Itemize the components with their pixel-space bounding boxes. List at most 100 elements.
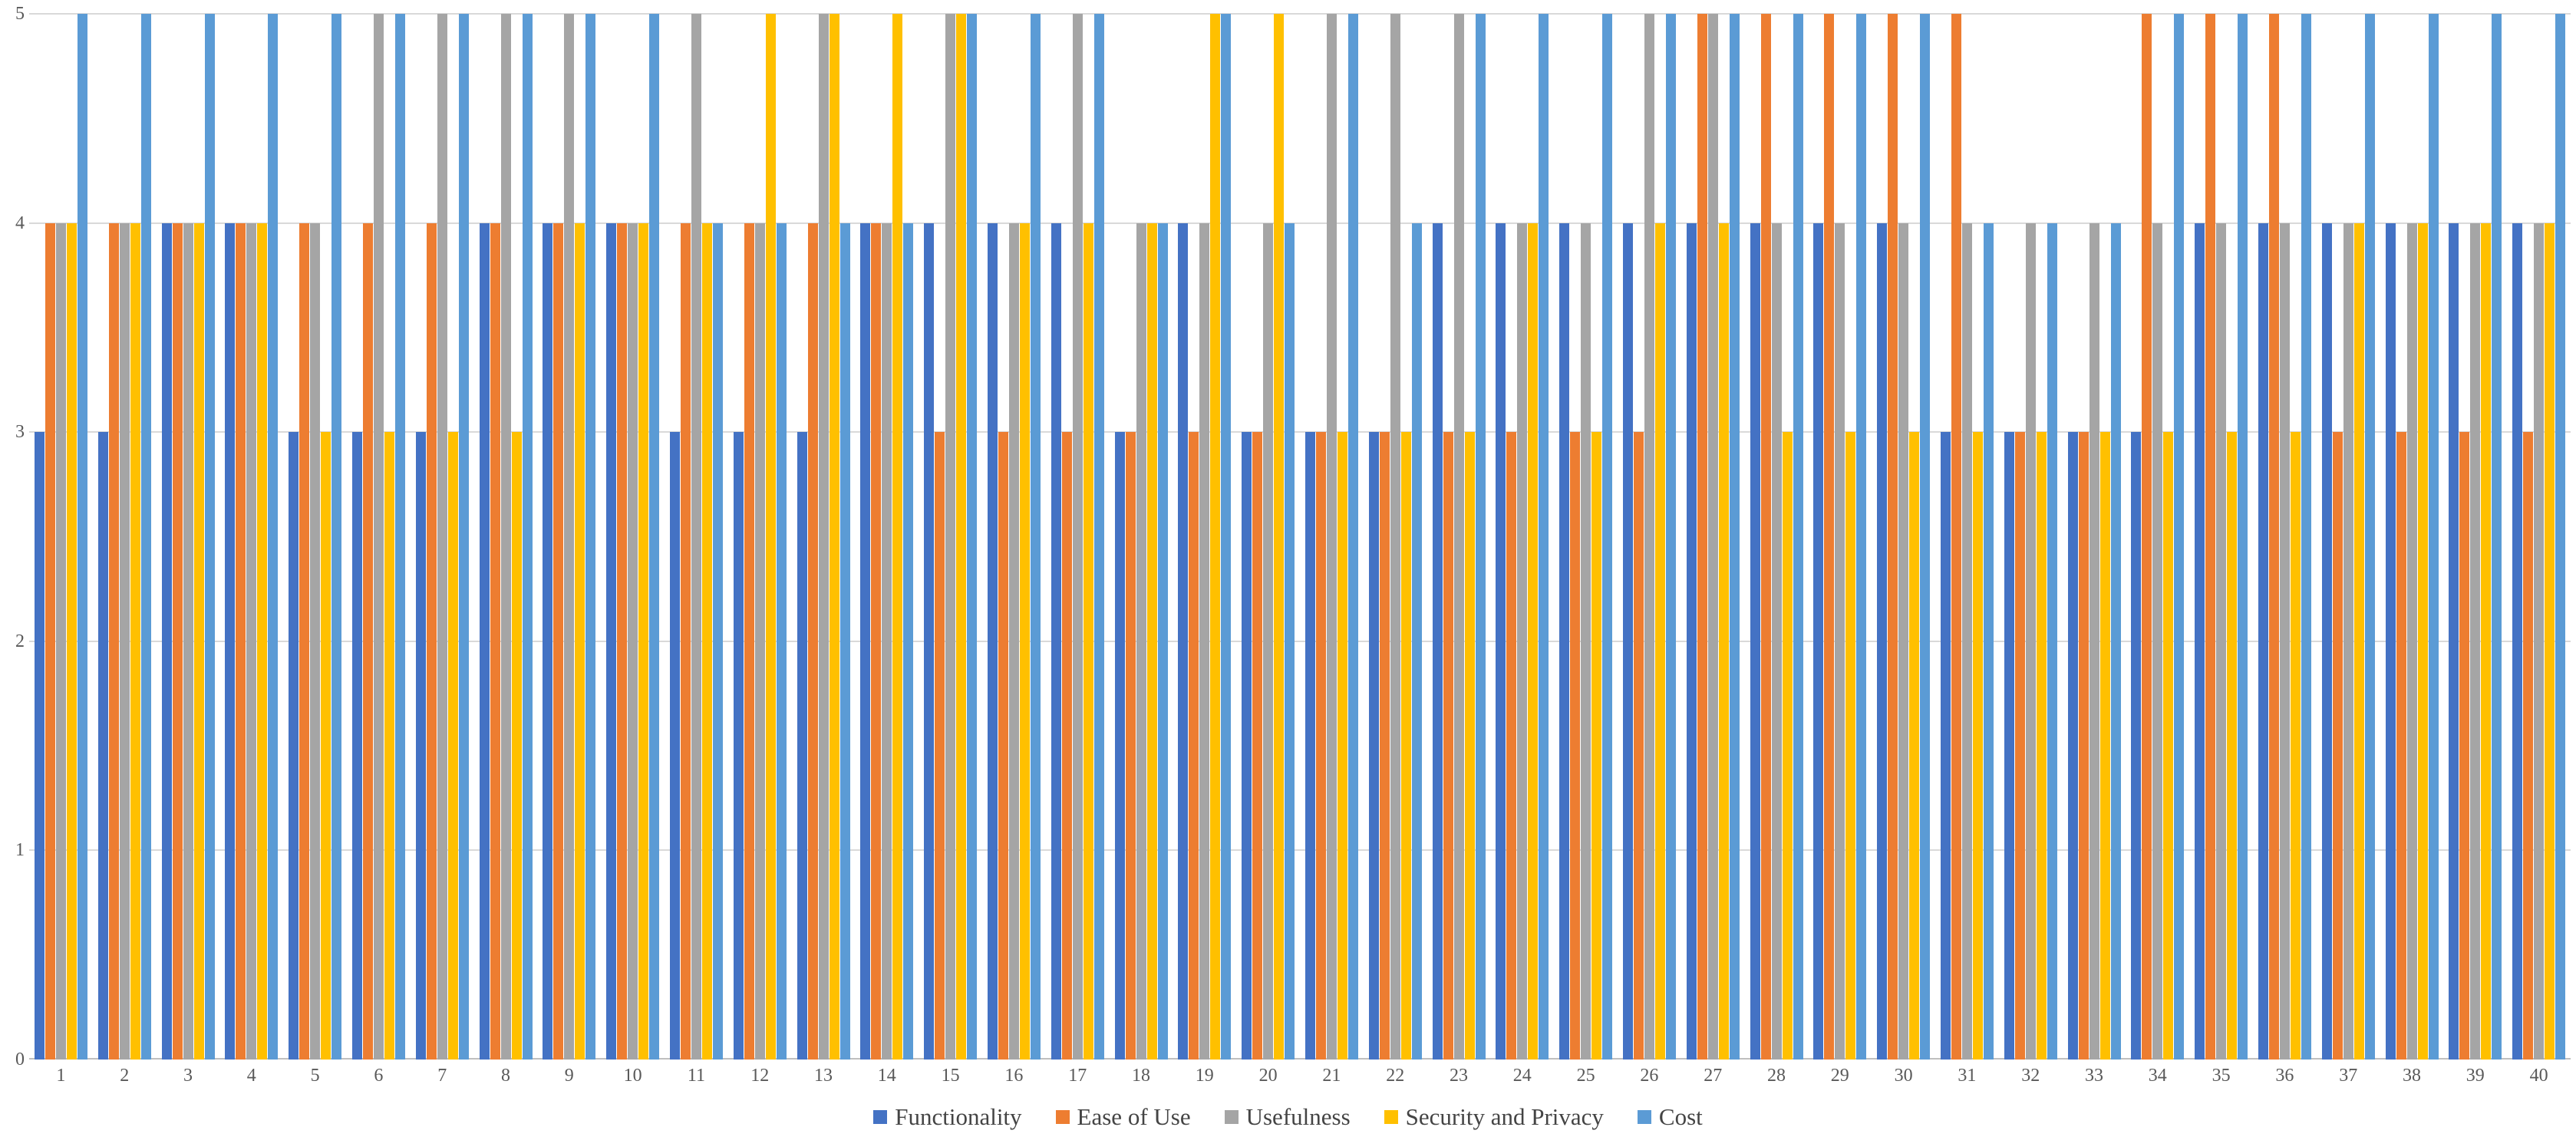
bar-cost-11 <box>712 222 723 1060</box>
bar-ease-of-use-34 <box>2142 14 2152 1060</box>
bar-functionality-34 <box>2131 432 2142 1060</box>
bar-functionality-23 <box>1432 222 1443 1060</box>
bar-ease-of-use-40 <box>2523 432 2534 1060</box>
bar-cost-20 <box>1285 222 1295 1060</box>
bar-usefulness-36 <box>2279 222 2290 1060</box>
gridline-y4 <box>29 222 2571 224</box>
bar-cost-28 <box>1793 14 1803 1060</box>
x-tick-label-16: 16 <box>1004 1066 1024 1086</box>
gridline-y2 <box>29 640 2571 642</box>
bar-security-and-privacy-9 <box>575 222 585 1060</box>
y-tick-label-3: 3 <box>15 422 25 443</box>
bar-cost-17 <box>1093 14 1104 1060</box>
bar-functionality-18 <box>1114 432 1125 1060</box>
bar-ease-of-use-10 <box>617 222 628 1060</box>
bar-ease-of-use-33 <box>2078 432 2089 1060</box>
bar-ease-of-use-30 <box>1888 14 1898 1060</box>
bar-ease-of-use-32 <box>2014 432 2025 1060</box>
bar-security-and-privacy-6 <box>384 432 394 1060</box>
bar-ease-of-use-13 <box>807 222 818 1060</box>
bar-usefulness-19 <box>1199 222 1210 1060</box>
bar-usefulness-23 <box>1453 14 1464 1060</box>
bar-cost-32 <box>2047 222 2057 1060</box>
bar-usefulness-37 <box>2343 222 2353 1060</box>
x-tick-label-39: 39 <box>2466 1066 2485 1086</box>
bar-functionality-7 <box>415 432 426 1060</box>
bar-cost-37 <box>2364 14 2375 1060</box>
bar-security-and-privacy-27 <box>1718 222 1729 1060</box>
bar-functionality-4 <box>225 222 236 1060</box>
bar-security-and-privacy-19 <box>1210 14 1221 1060</box>
bar-cost-34 <box>2174 14 2185 1060</box>
x-tick-label-40: 40 <box>2529 1066 2548 1086</box>
bar-cost-9 <box>585 14 596 1060</box>
bar-cost-10 <box>649 14 660 1060</box>
bar-cost-1 <box>77 14 87 1060</box>
x-tick-label-18: 18 <box>1132 1066 1150 1086</box>
x-tick-label-33: 33 <box>2085 1066 2103 1086</box>
bar-security-and-privacy-25 <box>1591 432 1602 1060</box>
bar-security-and-privacy-29 <box>1845 432 1856 1060</box>
bar-usefulness-21 <box>1326 14 1337 1060</box>
gridline-y5 <box>29 13 2571 15</box>
bar-security-and-privacy-13 <box>829 14 839 1060</box>
bar-ease-of-use-2 <box>108 222 119 1060</box>
bar-usefulness-25 <box>1581 222 1591 1060</box>
legend-item-functionality: Functionality <box>873 1103 1022 1131</box>
x-tick-label-3: 3 <box>183 1066 193 1086</box>
legend-item-usefulness: Usefulness <box>1224 1103 1351 1131</box>
bar-functionality-21 <box>1304 432 1315 1060</box>
bar-cost-31 <box>1983 222 1994 1060</box>
bar-ease-of-use-37 <box>2332 432 2343 1060</box>
x-tick-label-5: 5 <box>310 1066 320 1086</box>
bar-usefulness-9 <box>564 14 575 1060</box>
bar-cost-5 <box>331 14 342 1060</box>
legend-swatch-icon <box>1055 1110 1070 1124</box>
x-tick-label-24: 24 <box>1512 1066 1532 1086</box>
bar-functionality-19 <box>1178 222 1189 1060</box>
bar-cost-15 <box>967 14 978 1060</box>
x-tick-label-7: 7 <box>437 1066 447 1086</box>
bar-ease-of-use-28 <box>1760 14 1771 1060</box>
bar-usefulness-29 <box>1835 222 1845 1060</box>
bar-usefulness-5 <box>310 222 321 1060</box>
legend-swatch-icon <box>1224 1110 1239 1124</box>
bar-cost-40 <box>2555 14 2566 1060</box>
bar-cost-26 <box>1665 14 1676 1060</box>
bar-ease-of-use-20 <box>1252 432 1263 1060</box>
legend-label: Cost <box>1658 1103 1703 1130</box>
bar-functionality-13 <box>797 432 807 1060</box>
bar-usefulness-38 <box>2406 222 2417 1060</box>
bar-ease-of-use-15 <box>935 432 945 1060</box>
y-tick-label-4: 4 <box>15 213 25 233</box>
gridline-y1 <box>29 849 2571 852</box>
bar-cost-2 <box>140 14 151 1060</box>
bar-security-and-privacy-1 <box>66 222 77 1060</box>
bar-usefulness-8 <box>500 14 511 1060</box>
bar-usefulness-30 <box>1898 222 1909 1060</box>
legend-swatch-icon <box>1384 1110 1398 1124</box>
x-tick-label-32: 32 <box>2021 1066 2040 1086</box>
bar-cost-7 <box>458 14 469 1060</box>
bar-ease-of-use-27 <box>1697 14 1707 1060</box>
bar-usefulness-13 <box>818 14 829 1060</box>
x-tick-label-38: 38 <box>2403 1066 2421 1086</box>
bar-cost-3 <box>204 14 215 1060</box>
bar-functionality-10 <box>606 222 617 1060</box>
x-tick-label-20: 20 <box>1258 1066 1278 1086</box>
bar-security-and-privacy-35 <box>2227 432 2238 1060</box>
bar-security-and-privacy-8 <box>511 432 522 1060</box>
bar-functionality-30 <box>1877 222 1888 1060</box>
bar-functionality-6 <box>351 432 362 1060</box>
bar-ease-of-use-9 <box>553 222 564 1060</box>
bar-ease-of-use-22 <box>1379 432 1390 1060</box>
bar-usefulness-27 <box>1707 14 1718 1060</box>
bar-cost-39 <box>2492 14 2502 1060</box>
bar-usefulness-6 <box>373 14 384 1060</box>
chart-legend: Functionality Ease of Use Usefulness Securi… <box>0 1100 2576 1134</box>
bar-usefulness-31 <box>1961 222 1972 1060</box>
bar-usefulness-1 <box>55 222 66 1060</box>
bar-functionality-2 <box>97 432 108 1060</box>
bar-functionality-38 <box>2385 222 2396 1060</box>
x-tick-label-6: 6 <box>374 1066 384 1086</box>
